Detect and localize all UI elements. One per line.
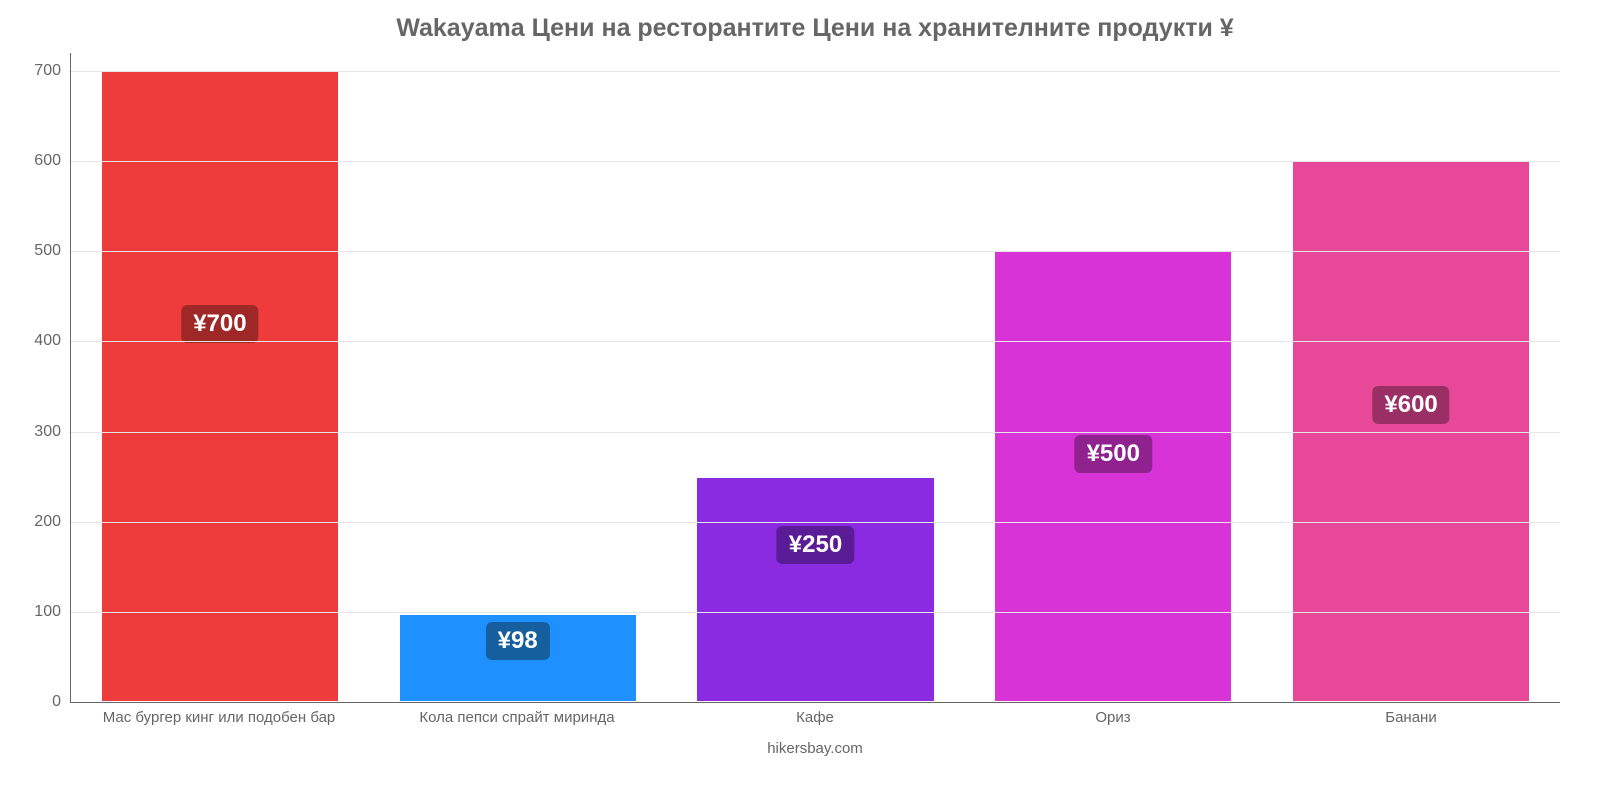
- bar: ¥250: [696, 477, 934, 702]
- bar-slot: ¥250: [667, 53, 965, 702]
- bar-value-label: ¥98: [486, 622, 550, 660]
- y-tick-label: 100: [34, 603, 61, 621]
- grid-line: [71, 71, 1560, 72]
- bar-slot: ¥700: [71, 53, 369, 702]
- x-tick-label: Мас бургер кинг или подобен бар: [70, 709, 368, 726]
- x-tick-label: Ориз: [964, 709, 1262, 726]
- y-tick-label: 200: [34, 513, 61, 531]
- grid-line: [71, 341, 1560, 342]
- bars-layer: ¥700 ¥98 ¥250 ¥500 ¥600: [71, 53, 1560, 702]
- x-tick-label: Банани: [1262, 709, 1560, 726]
- bar-value-label: ¥250: [777, 526, 854, 564]
- grid-line: [71, 432, 1560, 433]
- bar-slot: ¥500: [964, 53, 1262, 702]
- chart-container: Wakayama Цени на ресторантите Цени на хр…: [0, 0, 1600, 800]
- grid-line: [71, 522, 1560, 523]
- y-tick-label: 500: [34, 242, 61, 260]
- y-tick-label: 700: [34, 62, 61, 80]
- x-tick-label: Кола пепси спрайт миринда: [368, 709, 666, 726]
- bar: ¥500: [994, 251, 1232, 702]
- y-tick-label: 400: [34, 332, 61, 350]
- bar-slot: ¥98: [369, 53, 667, 702]
- bar: ¥700: [101, 71, 339, 702]
- y-tick-label: 300: [34, 423, 61, 441]
- grid-line: [71, 161, 1560, 162]
- grid-line: [71, 251, 1560, 252]
- x-tick-label: Кафе: [666, 709, 964, 726]
- y-tick-label: 600: [34, 152, 61, 170]
- plot-area: ¥700¥98¥250¥500¥600 01002003004005006007…: [70, 53, 1560, 703]
- bar-value-label: ¥500: [1075, 435, 1152, 473]
- bar: ¥98: [399, 614, 637, 702]
- y-tick-label: 0: [52, 693, 61, 711]
- source-label: hikersbay.com: [70, 740, 1560, 757]
- x-axis-labels: Мас бургер кинг или подобен барКола пепс…: [70, 709, 1560, 726]
- bar-value-label: ¥700: [181, 305, 258, 343]
- grid-line: [71, 612, 1560, 613]
- chart-title: Wakayama Цени на ресторантите Цени на хр…: [70, 14, 1560, 43]
- bar-value-label: ¥600: [1372, 386, 1449, 424]
- bar-slot: ¥600: [1262, 53, 1560, 702]
